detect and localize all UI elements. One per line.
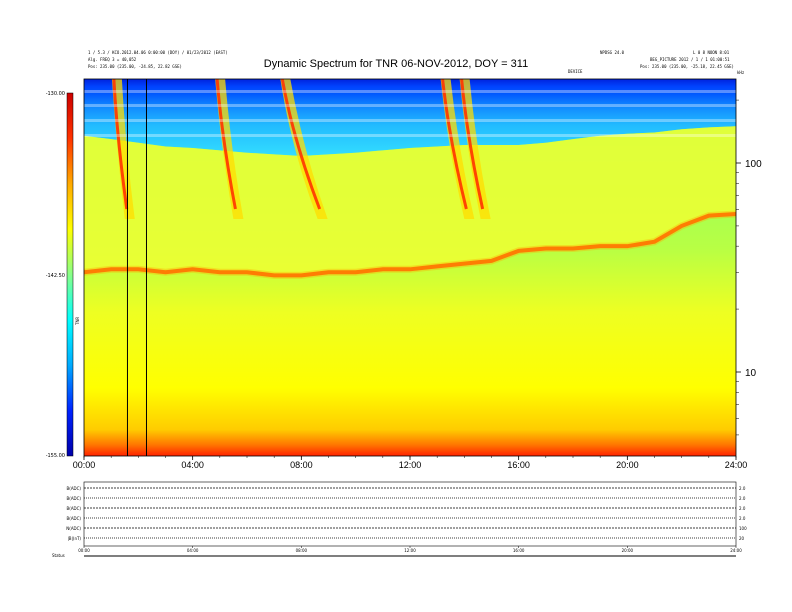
lower-x-tick-label: 08:00 [296, 548, 308, 553]
lower-x-tick-label: 16:00 [513, 548, 525, 553]
lower-panel-frame [83, 481, 737, 547]
colorbar-tick-label: -130.00 [46, 91, 65, 97]
x-tick-label: 20:00 [616, 460, 639, 470]
status-label: Status [52, 553, 65, 558]
lower-x-tick-label: 24:00 [730, 548, 742, 553]
x-tick-label: 00:00 [73, 460, 96, 470]
lower-x-tick-label: 12:00 [404, 548, 416, 553]
lower-row-label: |B|(nT) [67, 536, 81, 541]
type3-burst [280, 79, 328, 219]
header-corner-tag: kHz [737, 70, 745, 75]
chart-title: Dynamic Spectrum for TNR 06-NOV-2012, DO… [263, 58, 529, 70]
status-bar [84, 555, 736, 557]
lower-row-label: B(ADC) [67, 506, 82, 511]
header-left-line2: Alg. FREQ 3 = 40,052 [88, 57, 137, 62]
lower-row-scale: 2.0 [739, 496, 746, 501]
header-right-line1: NPDSG 24.0 [600, 50, 625, 55]
x-tick-label: 04:00 [181, 460, 204, 470]
band-striation [84, 104, 736, 107]
lower-row-scale: 2.0 [739, 516, 746, 521]
band-striation [84, 119, 736, 122]
x-tick-label: 12:00 [399, 460, 422, 470]
lower-row-label: B(ADC) [67, 496, 82, 501]
lower-x-tick-label: 00:00 [78, 548, 90, 553]
emission-band [84, 126, 736, 278]
type3-burst [111, 79, 135, 219]
header-right-line2: L 0 8 NOON 8:01 [693, 50, 730, 55]
band-striation [84, 90, 736, 93]
lower-x-tick-label: 04:00 [187, 548, 199, 553]
colorbar [66, 92, 74, 457]
header-left-line3: Pos: 235.00 (235.00, -24.85, 22.82 GSE) [88, 64, 182, 69]
lower-x-tick-label: 20:00 [622, 548, 634, 553]
plasma-line-halo [84, 210, 736, 279]
type3-burst [459, 79, 491, 219]
y-tick-label: 10 [745, 368, 757, 379]
header-right-line4: Pos: 235.00 (235.00, -25.18, 22.45 GSE) [640, 64, 734, 69]
lower-row-scale: 20 [739, 536, 745, 541]
header-left-line1: 1 / 5.3 / KCO.2012.04.06 0:00:00 (DOY) /… [88, 50, 228, 55]
colorbar-label: TNR [75, 317, 80, 326]
lower-row-scale: 100 [739, 526, 747, 531]
type3-burst [215, 79, 244, 219]
high-frequency-region [84, 79, 736, 157]
colorbar-tick-label: -142.50 [46, 273, 65, 279]
header-right-line3: BEG_PICTURE 2012 / 1 / 1 01:00:51 [650, 57, 730, 62]
band-striation [84, 134, 736, 137]
x-tick-label: 08:00 [290, 460, 313, 470]
lower-row-label: B(ADC) [67, 516, 82, 521]
lower-row-scale: 2.0 [739, 506, 746, 511]
x-tick-label: 16:00 [507, 460, 530, 470]
lower-row-label: B(ADC) [67, 486, 82, 491]
lower-row-label: N(ADC) [66, 526, 81, 531]
type3-burst [440, 79, 475, 219]
lower-row-scale: 2.0 [739, 486, 746, 491]
y-tick-label: 100 [745, 159, 762, 170]
header-center-tag: DEVICE [568, 69, 583, 74]
colorbar-tick-label: -155.00 [46, 453, 65, 459]
x-tick-label: 24:00 [725, 460, 748, 470]
plasma-line [84, 212, 736, 278]
